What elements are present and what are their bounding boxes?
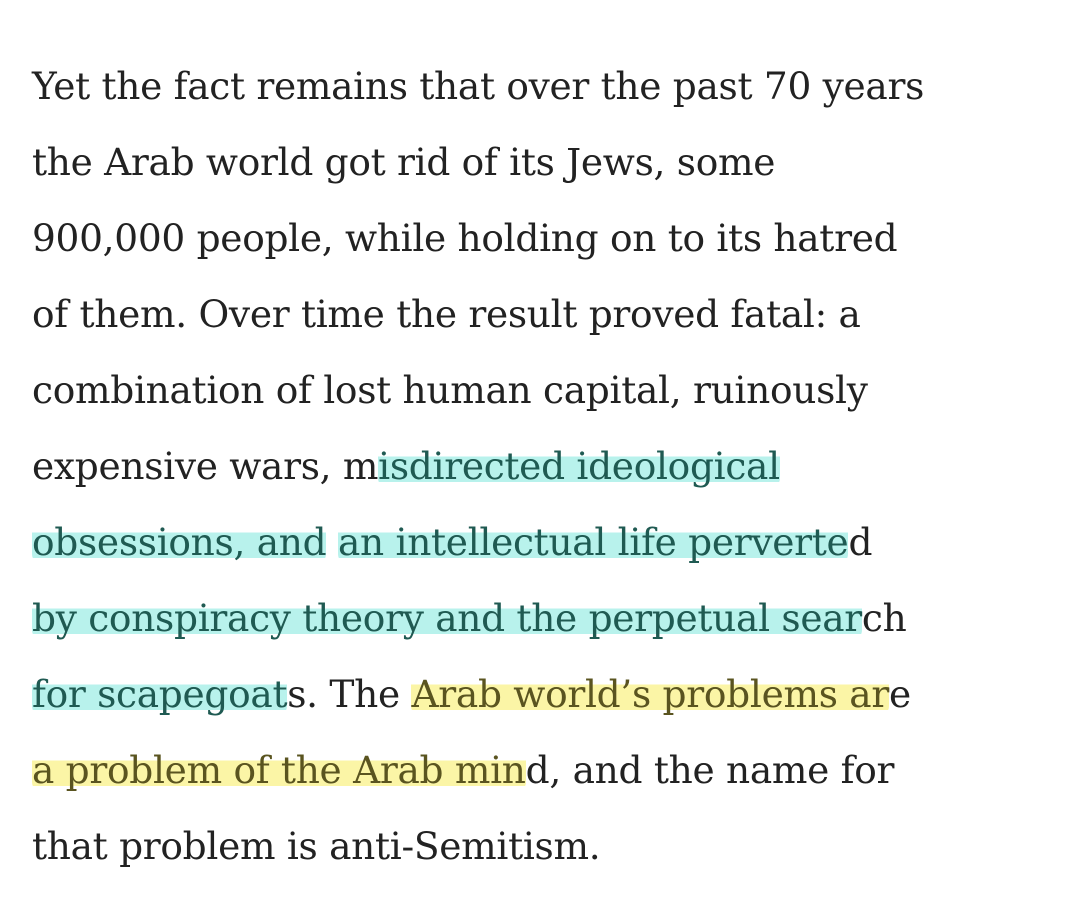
text-line: 900,000 people, while holding on to its … [32, 200, 924, 276]
highlight-yellow[interactable]: Arab world’s problems ar [411, 672, 889, 716]
text-segment: that problem is anti-Semitism. [32, 824, 601, 868]
text-segment: of them. Over time the result proved fat… [32, 292, 861, 336]
text-line: obsessions, and an intellectual life per… [32, 504, 924, 580]
text-line: expensive wars, misdirected ideological [32, 428, 924, 504]
text-line: for scapegoats. The Arab world’s problem… [32, 656, 924, 732]
text-line: Yet the fact remains that over the past … [32, 48, 924, 124]
text-line: by conspiracy theory and the perpetual s… [32, 580, 924, 656]
text-segment: ch [861, 596, 907, 640]
text-segment: the Arab world got rid of its Jews, some [32, 140, 776, 184]
text-segment: Yet the fact remains that over the past … [32, 64, 925, 108]
text-segment: d [848, 520, 873, 564]
text-line: of them. Over time the result proved fat… [32, 276, 924, 352]
highlight-cyan[interactable]: by conspiracy theory and the perpetual s… [32, 596, 862, 640]
highlight-cyan[interactable]: an intellectual life perverte [337, 520, 849, 564]
text-line: that problem is anti-Semitism. [32, 808, 924, 884]
text-segment [326, 520, 338, 564]
text-segment: expensive wars, m [32, 444, 379, 488]
highlight-yellow[interactable]: a problem of the Arab min [32, 748, 526, 792]
text-line: the Arab world got rid of its Jews, some [32, 124, 924, 200]
text-line: a problem of the Arab mind, and the name… [32, 732, 924, 808]
text-segment: combination of lost human capital, ruino… [32, 368, 868, 412]
text-segment: e [888, 672, 911, 716]
article-paragraph: Yet the fact remains that over the past … [32, 48, 924, 884]
text-segment: s. The [287, 672, 412, 716]
highlight-cyan[interactable]: isdirected ideological [378, 444, 780, 488]
highlight-cyan[interactable]: for scapegoat [32, 672, 288, 716]
text-segment: d, and the name for [525, 748, 895, 792]
text-line: combination of lost human capital, ruino… [32, 352, 924, 428]
highlight-cyan[interactable]: obsessions, and [32, 520, 327, 564]
text-segment: 900,000 people, while holding on to its … [32, 216, 898, 260]
